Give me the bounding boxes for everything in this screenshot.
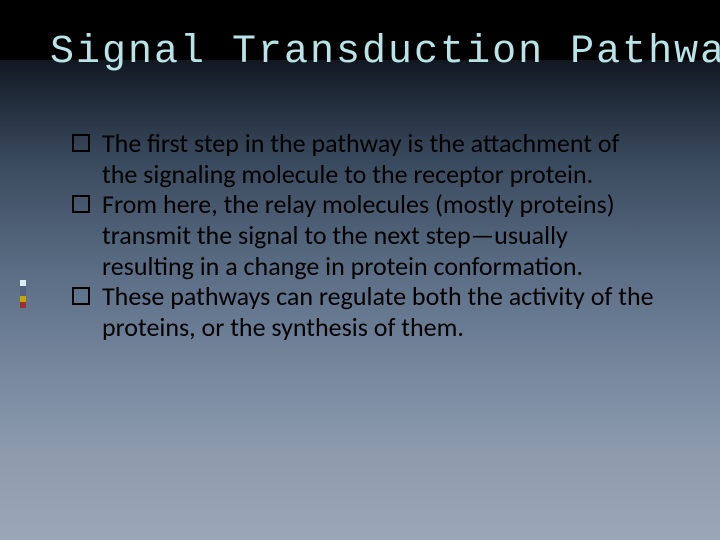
accent-stripe-4: [20, 302, 26, 308]
slide-title: Signal Transduction Pathway: [50, 30, 690, 75]
bullet-list: The first step in the pathway is the att…: [72, 128, 658, 343]
bullet-item: From here, the relay molecules (mostly p…: [72, 189, 658, 281]
square-bullet-icon: [72, 195, 90, 213]
bullet-text: From here, the relay molecules (mostly p…: [102, 188, 615, 281]
bullet-item: The first step in the pathway is the att…: [72, 128, 658, 189]
body-text-area: The first step in the pathway is the att…: [72, 128, 658, 343]
square-bullet-icon: [72, 287, 90, 305]
bullet-text: These pathways can regulate both the act…: [102, 280, 654, 343]
slide-container: Signal Transduction Pathway The first st…: [0, 0, 720, 540]
square-bullet-icon: [72, 134, 90, 152]
bullet-text: The first step in the pathway is the att…: [102, 127, 620, 190]
title-bar: Signal Transduction Pathway: [50, 16, 690, 93]
accent-stripes: [20, 280, 26, 308]
bullet-item: These pathways can regulate both the act…: [72, 281, 658, 342]
accent-stripe-2: [20, 286, 26, 296]
